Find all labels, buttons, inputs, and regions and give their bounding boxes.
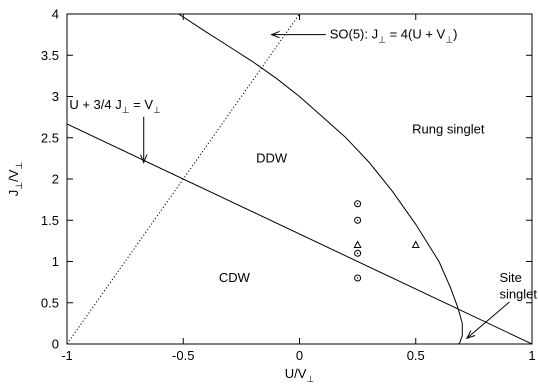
circle-marker xyxy=(354,274,362,282)
annotation-arrows xyxy=(140,30,510,340)
x-tick-label: 0 xyxy=(296,348,303,363)
y-tick-label: 4 xyxy=(52,7,59,22)
y-tick-label: 1.5 xyxy=(41,213,59,228)
y-tick-label: 2 xyxy=(52,172,59,187)
curves-layer xyxy=(67,14,532,344)
circle-marker-dot xyxy=(356,252,359,254)
y-tick-label: 0 xyxy=(52,337,59,352)
circle-marker xyxy=(354,200,362,208)
y-tick-label: 2.5 xyxy=(41,130,59,145)
y-tick-label: 1 xyxy=(52,254,59,269)
triangle-marker xyxy=(353,240,362,248)
y-tick-label: 3.5 xyxy=(41,48,59,63)
region-label: Rung singlet xyxy=(412,122,485,137)
circle-marker-dot xyxy=(356,219,359,221)
circle-marker xyxy=(354,249,362,257)
x-tick-label: -1 xyxy=(61,348,73,363)
ddw-rung-boundary-curve xyxy=(178,14,463,344)
annotation-label: Site xyxy=(499,270,521,285)
x-tick-label: 1 xyxy=(528,348,535,363)
data-markers xyxy=(353,200,420,282)
x-tick-label: -0.5 xyxy=(172,348,194,363)
annotation-arrow-head xyxy=(140,154,148,164)
circle-marker-dot xyxy=(356,277,359,279)
y-tick-label: 3 xyxy=(52,89,59,104)
annotation-arrow-head xyxy=(465,330,476,340)
axis-ticks xyxy=(66,13,533,345)
circle-marker-dot xyxy=(356,203,359,205)
annotation-arrow-head xyxy=(270,30,280,39)
annotation-label: SO(5): J⊥ = 4(U + V⊥) xyxy=(330,27,458,45)
triangle-marker xyxy=(411,240,420,248)
x-tick-label: 0.5 xyxy=(407,348,425,363)
y-tick-label: 0.5 xyxy=(41,295,59,310)
x-axis-label: U/V⊥ xyxy=(285,366,315,384)
y-axis-label: J⊥/V⊥ xyxy=(6,162,24,197)
annotation-label: singlet xyxy=(499,287,537,302)
region-label: DDW xyxy=(256,151,288,166)
region-label: CDW xyxy=(219,270,251,285)
plot-frame xyxy=(66,13,533,345)
labels-layer: -1 -0.5 0 0.5 1 0 0.5 1 1.5 2 2.5 3 3.5 4 U/V⊥ J⊥/V⊥ DDW… xyxy=(6,7,537,385)
cdw-boundary-line xyxy=(67,123,532,344)
circle-marker xyxy=(354,216,362,224)
annotation-label: U + 3/4 J⊥ = V⊥ xyxy=(69,97,161,115)
annotation-arrow-shaft xyxy=(466,301,510,339)
